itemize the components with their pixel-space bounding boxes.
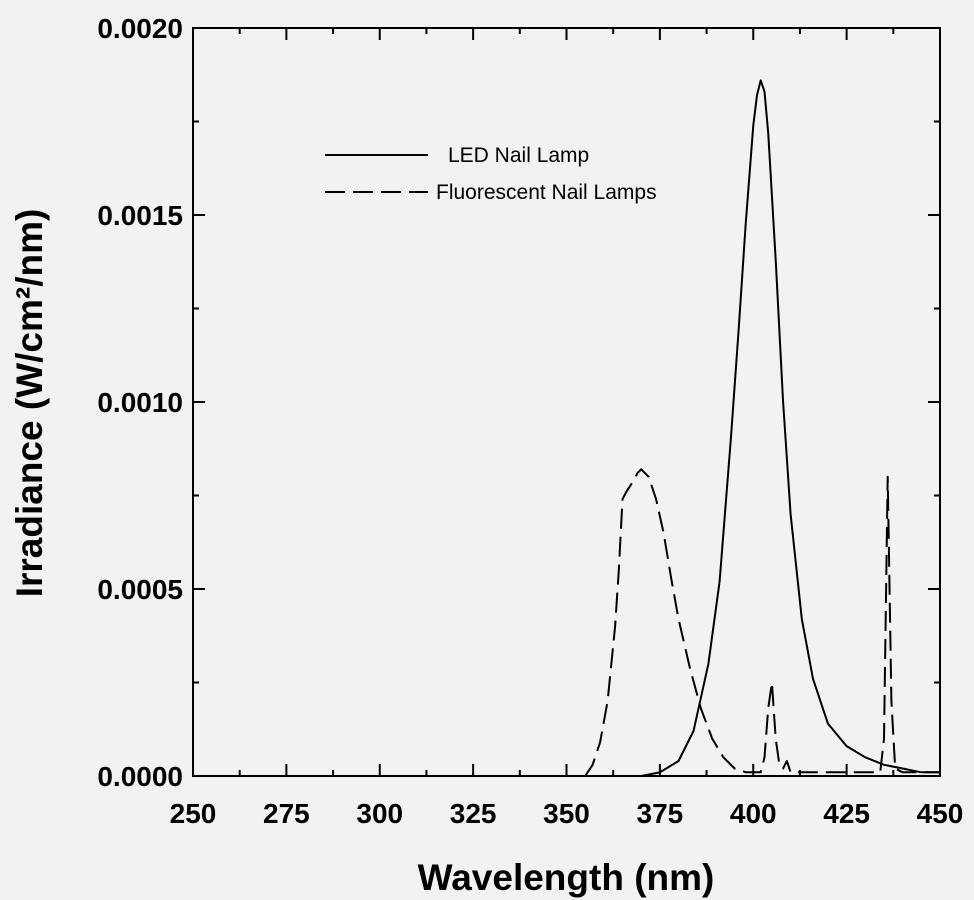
y-tick-label: 0.0015: [97, 200, 183, 231]
plot-frame: [192, 27, 941, 777]
x-tick-label: 275: [263, 798, 310, 829]
legend: LED Nail Lamp Fluorescent Nail Lamps: [325, 144, 657, 204]
x-axis-title: Wavelength (nm): [418, 857, 715, 898]
series-line-2: [584, 468, 940, 777]
x-tick-label: 325: [450, 798, 497, 829]
series-lines: [584, 79, 940, 777]
x-tick-label: 350: [543, 798, 590, 829]
y-axis-title: Irradiance (W/cm²/nm): [9, 209, 50, 598]
legend-label-2: Fluorescent Nail Lamps: [436, 181, 657, 204]
y-tick-label: 0.0020: [97, 13, 183, 44]
x-tick-label: 250: [170, 798, 217, 829]
x-tick-label: 400: [730, 798, 777, 829]
x-tick-label: 300: [356, 798, 403, 829]
x-tick-label: 425: [823, 798, 870, 829]
tick-labels: 250 275 300 325 350 375 400 425 450 0.0000 0.0005 0…: [97, 13, 963, 829]
y-tick-label: 0.0000: [97, 761, 183, 792]
y-tick-label: 0.0005: [97, 574, 183, 605]
axis-ticks: [192, 27, 941, 777]
legend-label-1: LED Nail Lamp: [448, 144, 589, 167]
x-tick-label: 375: [637, 798, 684, 829]
series-line-1: [603, 79, 940, 777]
x-tick-label: 450: [917, 798, 964, 829]
y-tick-label: 0.0010: [97, 387, 183, 418]
